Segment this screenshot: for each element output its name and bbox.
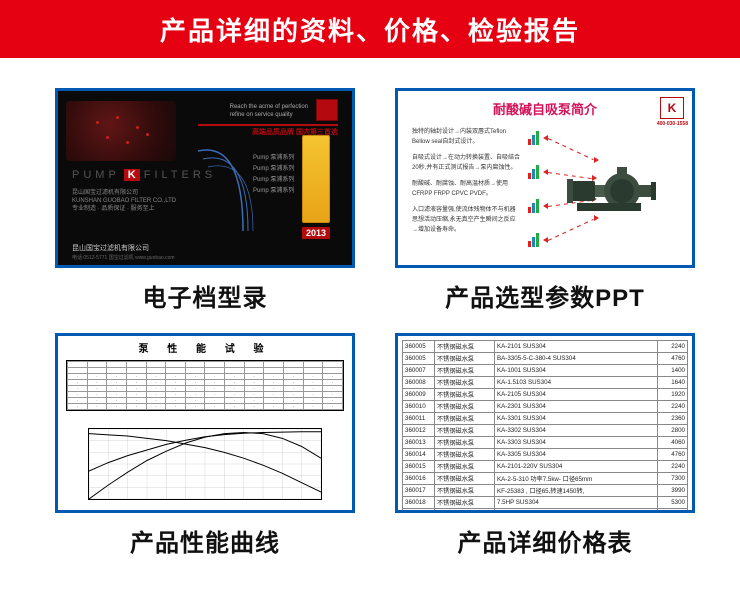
pump-icon (567, 159, 657, 219)
curve-data-table: ········································… (66, 360, 344, 411)
performance-chart (88, 428, 322, 500)
logo-icon (316, 99, 338, 121)
header-title: 产品详细的资料、价格、检验报告 (160, 11, 580, 48)
thumb-curve: 泵 性 能 试 验 ······························… (55, 333, 355, 513)
caption-curve: 产品性能曲线 (130, 523, 280, 558)
header-bar: 产品详细的资料、价格、检验报告 (0, 0, 740, 58)
card-ppt[interactable]: 耐酸碱自吸泵简介 K 400-030-1558 独特的轴封设计→内装双唇式Tef… (395, 88, 695, 313)
caption-catalog: 电子档型录 (143, 278, 268, 313)
cards-grid: Reach the acme of perfectionrefine on se… (0, 58, 740, 558)
logo-icon: K (660, 97, 684, 119)
phone-text: 400-030-1558 (657, 121, 688, 127)
ppt-title: 耐酸碱自吸泵简介 (398, 99, 692, 118)
card-curve[interactable]: 泵 性 能 试 验 ······························… (55, 333, 355, 558)
caption-price: 产品详细价格表 (458, 523, 633, 558)
bookmark-icon (302, 135, 330, 223)
thumb-catalog: Reach the acme of perfectionrefine on se… (55, 88, 355, 268)
card-price[interactable]: 360005不锈钢磁水泵KA-2101 SUS3042240360005不锈钢磁… (395, 333, 695, 558)
year-badge: 2013 (302, 227, 330, 239)
catalog-tag: Reach the acme of perfectionrefine on se… (230, 103, 308, 119)
thumb-price: 360005不锈钢磁水泵KA-2101 SUS3042240360005不锈钢磁… (395, 333, 695, 513)
price-table: 360005不锈钢磁水泵KA-2101 SUS3042240360005不锈钢磁… (402, 340, 688, 506)
thumb-ppt: 耐酸碱自吸泵简介 K 400-030-1558 独特的轴封设计→内装双唇式Tef… (395, 88, 695, 268)
caption-ppt: 产品选型参数PPT (445, 278, 645, 313)
brand-text: PUMPKFILTERS (72, 169, 216, 181)
curve-sheet-title: 泵 性 能 试 验 (58, 340, 352, 355)
card-catalog[interactable]: Reach the acme of perfectionrefine on se… (55, 88, 355, 313)
ppt-bullets: 独特的轴封设计→内装双唇式Teflon Bellow seal自封式设计。自吸式… (412, 127, 520, 241)
